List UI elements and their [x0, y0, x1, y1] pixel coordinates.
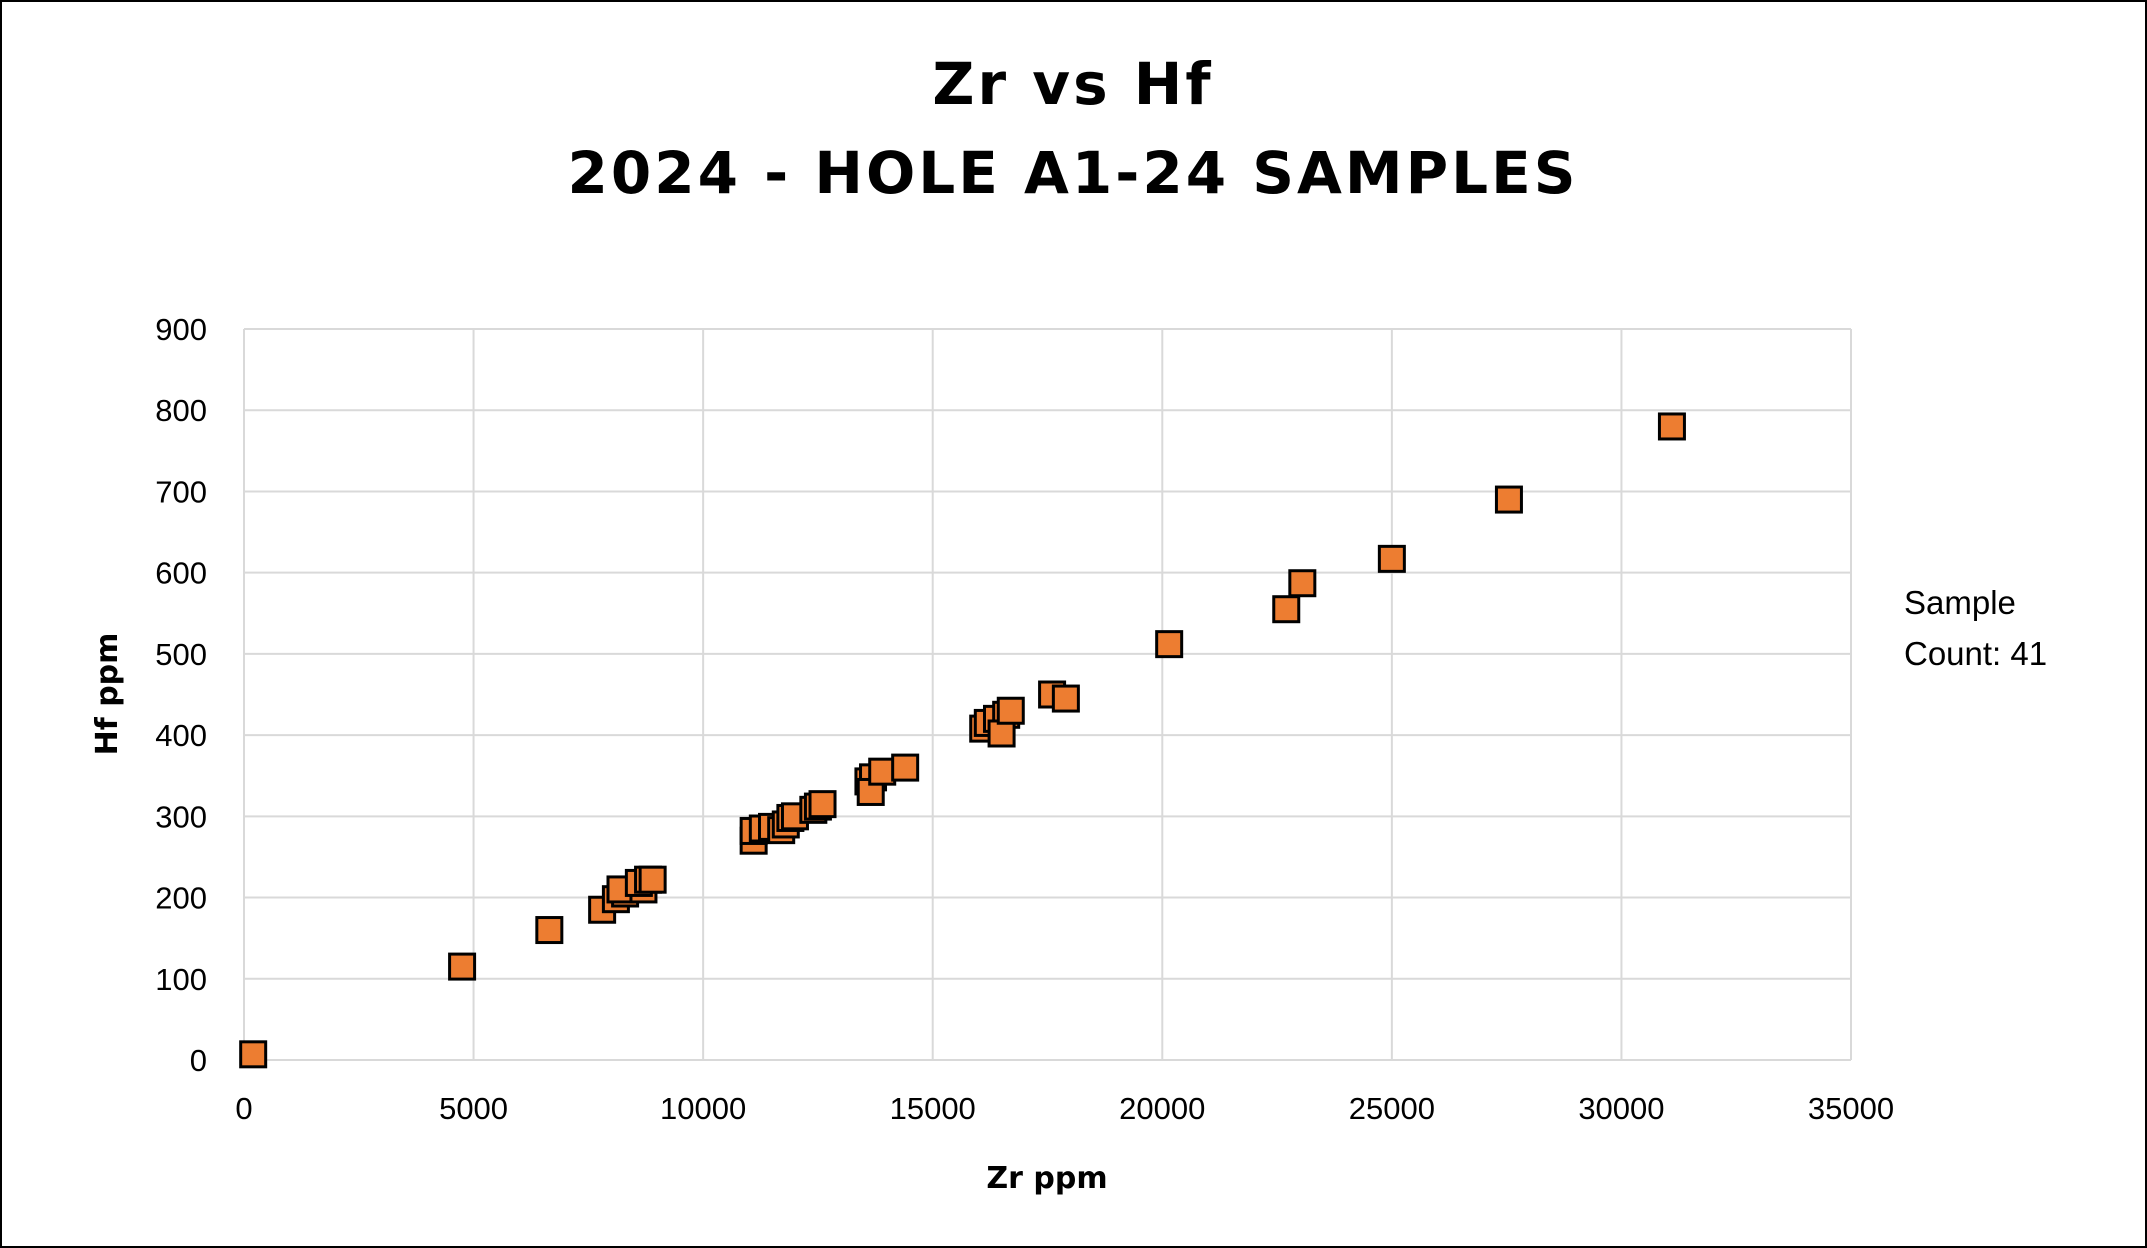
chart-title-line-1: Zr vs Hf [932, 50, 1213, 118]
y-tick-labels: 0 100 200 300 400 500 600 700 800 900 [155, 312, 207, 1078]
y-tick-label: 100 [155, 962, 207, 997]
x-axis-title: Zr ppm [986, 1161, 1107, 1196]
y-tick-label: 500 [155, 637, 207, 672]
x-tick-labels: 0 5000 10000 15000 20000 25000 30000 35000 [235, 1091, 1894, 1126]
chart-title-line-2: 2024 - HOLE A1-24 SAMPLES [568, 139, 1579, 207]
x-tick-label: 0 [235, 1091, 252, 1126]
y-tick-label: 400 [155, 718, 207, 753]
y-tick-label: 0 [190, 1043, 207, 1078]
data-point [1377, 544, 1406, 573]
y-tick-label: 700 [155, 474, 207, 509]
gridlines [243, 328, 1852, 1061]
y-tick-label: 900 [155, 312, 207, 347]
x-tick-label: 25000 [1349, 1091, 1435, 1126]
data-point [1051, 684, 1080, 713]
data-points [239, 412, 1686, 1069]
data-point [1155, 630, 1184, 659]
x-tick-label: 15000 [890, 1091, 976, 1126]
data-point [448, 952, 477, 981]
x-tick-label: 10000 [660, 1091, 746, 1126]
y-tick-label: 200 [155, 881, 207, 916]
data-point [996, 696, 1025, 725]
x-tick-label: 20000 [1119, 1091, 1205, 1126]
data-point [1272, 595, 1301, 624]
y-axis-title: Hf ppm [90, 633, 125, 756]
y-tick-label: 300 [155, 799, 207, 834]
y-tick-label: 600 [155, 556, 207, 591]
sample-count-value: Count: 41 [1904, 635, 2047, 672]
data-point [868, 757, 897, 786]
x-tick-label: 5000 [439, 1091, 508, 1126]
data-point [1657, 412, 1686, 441]
data-point [239, 1040, 268, 1069]
data-point [987, 719, 1016, 748]
data-point [891, 753, 920, 782]
data-point [638, 865, 667, 894]
y-tick-label: 800 [155, 393, 207, 428]
x-tick-label: 30000 [1578, 1091, 1664, 1126]
x-tick-label: 35000 [1808, 1091, 1894, 1126]
sample-count-label: Sample [1904, 584, 2016, 621]
data-point [1494, 485, 1523, 514]
data-point [808, 790, 837, 819]
data-point [535, 916, 564, 945]
data-point [1288, 569, 1317, 598]
